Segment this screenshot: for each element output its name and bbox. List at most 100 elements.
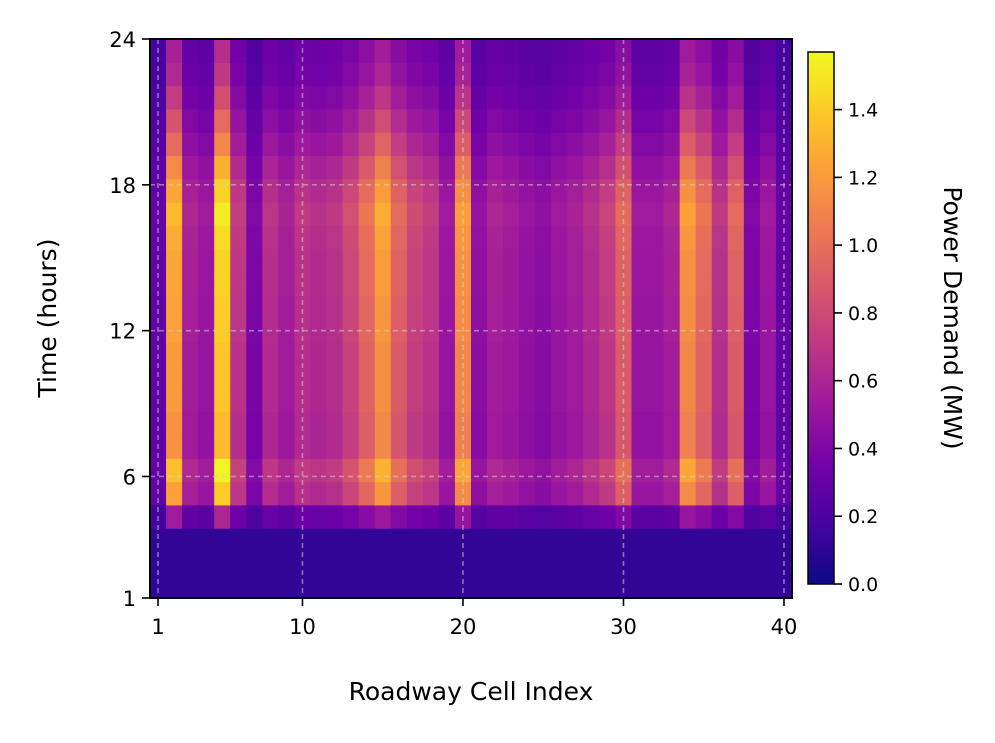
heatmap-cell (711, 528, 729, 553)
heatmap-cell (406, 108, 424, 133)
heatmap-cell (422, 481, 440, 506)
heatmap-cell (567, 132, 584, 157)
heatmap-cell (246, 365, 263, 389)
heatmap-cell (503, 481, 520, 506)
heatmap-cell (535, 202, 552, 226)
heatmap-cell (406, 365, 424, 389)
heatmap-cell (374, 318, 392, 343)
heatmap-cell (711, 202, 729, 226)
heatmap-cell (294, 574, 312, 598)
heatmap-cell (310, 225, 328, 250)
heatmap-cell (679, 225, 697, 250)
heatmap-cell (182, 62, 199, 87)
heatmap-cell (182, 434, 199, 459)
y-tick-label: 24 (109, 28, 136, 52)
heatmap-cell (567, 202, 584, 226)
heatmap-cell (454, 178, 472, 203)
heatmap-cell (374, 155, 392, 180)
heatmap-cell (310, 132, 328, 157)
heatmap-cell (198, 411, 215, 436)
heatmap-cell (679, 295, 697, 320)
heatmap-cell (150, 528, 167, 553)
heatmap-cell (503, 155, 520, 180)
heatmap-cell (326, 108, 344, 133)
heatmap-cell (262, 155, 279, 180)
heatmap-cell (422, 411, 440, 436)
heatmap-cell (310, 388, 328, 413)
heatmap-cell (246, 504, 263, 529)
heatmap-cell (471, 481, 488, 506)
heatmap-cell (551, 62, 568, 87)
heatmap-cell (519, 434, 536, 459)
heatmap-cell (278, 341, 296, 366)
heatmap-cell (262, 528, 279, 553)
heatmap-cell (214, 411, 231, 436)
heatmap-cell (759, 85, 777, 110)
heatmap-cell (631, 62, 649, 87)
heatmap-cell (599, 271, 617, 296)
heatmap-cell (631, 574, 649, 598)
heatmap-cell (471, 411, 488, 436)
heatmap-cell (422, 295, 440, 320)
heatmap-cell (487, 481, 504, 506)
heatmap-cell (743, 504, 761, 529)
heatmap-cell (503, 458, 520, 483)
heatmap-cell (583, 458, 600, 483)
heatmap-cell (599, 388, 617, 413)
heatmap-cell (326, 574, 344, 598)
heatmap-cell (198, 225, 215, 250)
heatmap-cell (599, 62, 617, 87)
heatmap-cell (727, 341, 745, 366)
heatmap-cell (166, 85, 183, 110)
heatmap-cell (631, 108, 649, 133)
heatmap-cell (567, 574, 584, 598)
heatmap-cell (583, 574, 600, 598)
heatmap-cell (503, 388, 520, 413)
heatmap-cell (150, 574, 167, 598)
heatmap-cell (487, 551, 504, 576)
heatmap-cell (326, 365, 344, 389)
grid-lines (150, 39, 792, 598)
heatmap-cell (246, 434, 263, 459)
heatmap-cell (214, 504, 231, 529)
heatmap-cell (230, 411, 247, 436)
heatmap-cell (567, 85, 584, 110)
heatmap-cell (278, 39, 296, 63)
heatmap-cell (743, 202, 761, 226)
heatmap-cell (342, 574, 360, 598)
heatmap-cell (278, 271, 296, 296)
heatmap-cell (358, 271, 376, 296)
heatmap-cell (663, 248, 681, 273)
heatmap-cell (599, 178, 617, 203)
heatmap-cell (695, 178, 713, 203)
heatmap-cell (551, 504, 568, 529)
heatmap-cell (342, 132, 360, 157)
heatmap-cell (631, 178, 649, 203)
heatmap-cell (358, 178, 376, 203)
heatmap-cell (406, 528, 424, 553)
heatmap-cell (166, 132, 183, 157)
heatmap-cell (583, 528, 600, 553)
heatmap-cell (679, 202, 697, 226)
heatmap-cell (759, 574, 777, 598)
heatmap-cell (647, 481, 665, 506)
heatmap-cell (262, 178, 279, 203)
heatmap-cell (743, 388, 761, 413)
heatmap-cell (583, 271, 600, 296)
heatmap-cell (214, 178, 231, 203)
heatmap-cell (519, 178, 536, 203)
heatmap-cell (551, 528, 568, 553)
heatmap-cell (615, 528, 633, 553)
heatmap-cell (246, 202, 263, 226)
heatmap-cell (775, 132, 792, 157)
heatmap-cell (438, 271, 456, 296)
heatmap-cell (262, 341, 279, 366)
heatmap-cell (406, 248, 424, 273)
heatmap-cell (487, 365, 504, 389)
heatmap-cell (326, 62, 344, 87)
heatmap-cell (743, 39, 761, 63)
heatmap-cell (438, 108, 456, 133)
heatmap-cell (310, 528, 328, 553)
heatmap-cell (647, 295, 665, 320)
heatmap-cell (551, 202, 568, 226)
